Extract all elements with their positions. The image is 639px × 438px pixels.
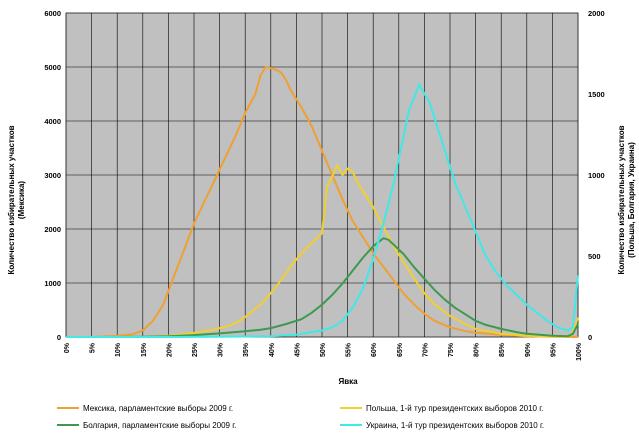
legend-label: Польша, 1-й тур президентских выборов 20… xyxy=(366,404,543,413)
x-tick-label: 60% xyxy=(371,342,378,357)
legend-item-3: Украина, 1-й тур президентских выборов 2… xyxy=(340,421,544,430)
x-tick-label: 10% xyxy=(115,342,122,357)
left-axis-ticks: 0 1000 2000 3000 4000 5000 6000 xyxy=(44,9,61,342)
x-tick-label: 75% xyxy=(448,342,455,357)
series-line-2 xyxy=(66,237,579,338)
x-tick-label: 20% xyxy=(166,342,173,357)
left-tick-label: 1000 xyxy=(44,279,61,288)
legend-item-1: Польша, 1-й тур президентских выборов 20… xyxy=(340,404,543,413)
svg-text:(Польша, Болгария, Украина): (Польша, Болгария, Украина) xyxy=(627,142,636,258)
legend-label: Болгария, парламентские выборы 2009 г. xyxy=(83,421,236,430)
legend: Мексика, парламентские выборы 2009 г. Пол… xyxy=(57,404,544,430)
left-tick-label: 6000 xyxy=(44,9,61,18)
left-tick-label: 2000 xyxy=(44,225,61,234)
svg-text:Количество избирательных участ: Количество избирательных участков xyxy=(7,125,16,274)
x-tick-label: 0% xyxy=(64,342,71,353)
x-tick-label: 25% xyxy=(192,342,199,357)
legend-item-0: Мексика, парламентские выборы 2009 г. xyxy=(57,404,233,413)
right-axis-ticks: 0 500 1000 1500 2000 xyxy=(588,9,605,342)
x-tick-label: 95% xyxy=(550,342,557,357)
legend-label: Украина, 1-й тур президентских выборов 2… xyxy=(366,421,544,430)
x-tick-label: 100% xyxy=(576,342,583,361)
x-tick-label: 35% xyxy=(243,342,250,357)
series-line-0 xyxy=(66,66,579,338)
x-tick-label: 65% xyxy=(397,342,404,357)
x-tick-label: 85% xyxy=(499,342,506,357)
left-tick-label: 0 xyxy=(57,333,61,342)
gridlines xyxy=(65,12,579,338)
right-tick-label: 1500 xyxy=(588,90,605,99)
x-tick-label: 90% xyxy=(525,342,532,357)
x-tick-label: 45% xyxy=(294,342,301,357)
x-axis-ticks: 0% 5% 10% 15% 20% 25% 30% 35% 40% 45% 50% 55% 60% 65%… xyxy=(64,342,583,361)
left-axis-title: Количество избирательных участков (Мекси… xyxy=(7,125,26,274)
svg-text:(Мексика): (Мексика) xyxy=(17,181,26,219)
legend-label: Мексика, парламентские выборы 2009 г. xyxy=(83,404,233,413)
series-lines xyxy=(66,66,579,338)
x-tick-label: 30% xyxy=(218,342,225,357)
x-tick-label: 55% xyxy=(346,342,353,357)
x-tick-label: 80% xyxy=(474,342,481,357)
left-tick-label: 4000 xyxy=(44,117,61,126)
x-tick-label: 50% xyxy=(320,342,327,357)
right-tick-label: 500 xyxy=(588,252,601,261)
left-tick-label: 3000 xyxy=(44,171,61,180)
series-line-3 xyxy=(66,83,579,338)
right-tick-label: 2000 xyxy=(588,9,605,18)
svg-text:Количество избирательных участ: Количество избирательных участков xyxy=(617,125,626,274)
x-tick-label: 70% xyxy=(422,342,429,357)
x-tick-label: 5% xyxy=(90,342,97,353)
series-line-1 xyxy=(66,164,579,338)
right-axis-title: Количество избирательных участков (Польш… xyxy=(617,125,636,274)
x-tick-label: 40% xyxy=(269,342,276,357)
right-tick-label: 1000 xyxy=(588,171,605,180)
right-tick-label: 0 xyxy=(588,333,592,342)
left-tick-label: 5000 xyxy=(44,63,61,72)
x-tick-label: 15% xyxy=(141,342,148,357)
legend-item-2: Болгария, парламентские выборы 2009 г. xyxy=(57,421,236,430)
x-axis-title: Явка xyxy=(338,377,358,386)
